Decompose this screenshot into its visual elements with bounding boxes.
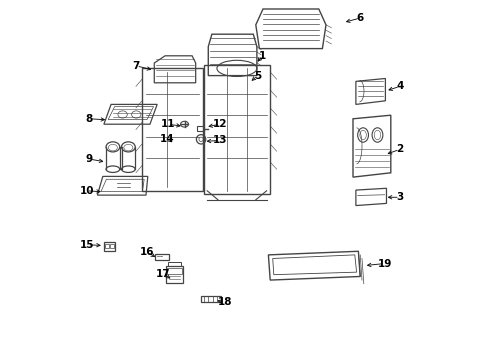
Bar — [168, 262, 181, 266]
Bar — [201, 296, 221, 302]
Text: 11: 11 — [160, 119, 175, 129]
Text: 18: 18 — [218, 297, 232, 307]
Bar — [105, 244, 109, 248]
Text: 9: 9 — [86, 154, 93, 164]
Text: 8: 8 — [86, 114, 93, 124]
Text: 19: 19 — [377, 258, 392, 269]
Bar — [197, 126, 204, 131]
Text: 6: 6 — [357, 13, 364, 23]
Text: 14: 14 — [160, 134, 175, 144]
Text: 7: 7 — [133, 61, 140, 71]
Text: 13: 13 — [213, 135, 227, 145]
Text: 15: 15 — [80, 240, 95, 250]
Bar — [104, 242, 115, 251]
Bar — [167, 268, 182, 274]
Bar — [155, 254, 169, 260]
Text: 16: 16 — [140, 247, 154, 257]
Bar — [110, 244, 114, 248]
Text: 1: 1 — [259, 51, 266, 61]
Text: 12: 12 — [213, 119, 227, 129]
Text: 17: 17 — [156, 269, 170, 279]
Text: 4: 4 — [396, 81, 403, 91]
Text: 3: 3 — [396, 192, 403, 202]
Bar — [166, 266, 183, 283]
Text: 5: 5 — [254, 71, 261, 81]
Text: 10: 10 — [79, 186, 94, 196]
Text: 2: 2 — [396, 144, 403, 154]
